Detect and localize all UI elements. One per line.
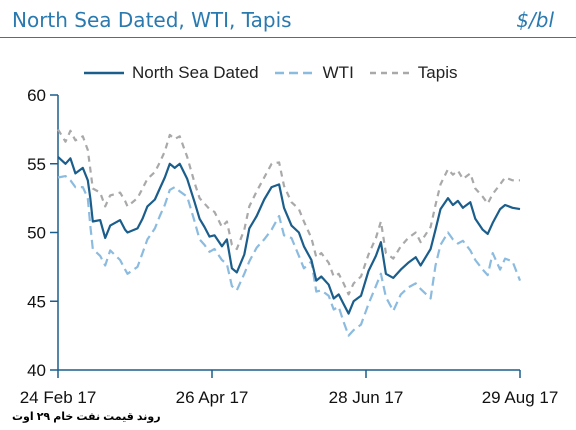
- x-tick-label: 24 Feb 17: [20, 388, 97, 407]
- x-tick-label: 29 Aug 17: [482, 388, 559, 407]
- legend-swatch-tapis: [369, 71, 410, 75]
- unit-label: $/bl: [516, 8, 554, 32]
- y-tick-label: 50: [27, 224, 46, 243]
- legend: North Sea Dated WTI Tapis: [84, 63, 473, 83]
- legend-swatch-north-sea-dated: [84, 71, 124, 75]
- legend-label-north-sea-dated: North Sea Dated: [132, 63, 259, 82]
- series-line-wti: [57, 175, 522, 337]
- y-tick-label: 60: [27, 86, 46, 105]
- y-tick-label: 55: [27, 155, 46, 174]
- y-tick-label: 40: [27, 361, 46, 380]
- y-tick-label: 45: [27, 292, 46, 311]
- caption: روند قیمت نفت خام ۲۹ اوت: [12, 411, 161, 423]
- legend-label-tapis: Tapis: [417, 63, 458, 82]
- series-line-north-sea-dated: [57, 156, 521, 315]
- legend-item-tapis: Tapis: [369, 63, 458, 83]
- legend-item-wti: WTI: [274, 63, 354, 83]
- legend-item-north-sea-dated: North Sea Dated: [84, 63, 259, 83]
- series-line-tapis: [57, 128, 520, 296]
- chart-title: North Sea Dated, WTI, Tapis: [12, 8, 292, 32]
- legend-label-wti: WTI: [322, 63, 354, 82]
- legend-swatch-wti: [274, 71, 315, 75]
- x-tick-label: 28 Jun 17: [329, 388, 404, 407]
- x-tick-label: 26 Apr 17: [176, 388, 249, 407]
- title-divider: [0, 37, 576, 38]
